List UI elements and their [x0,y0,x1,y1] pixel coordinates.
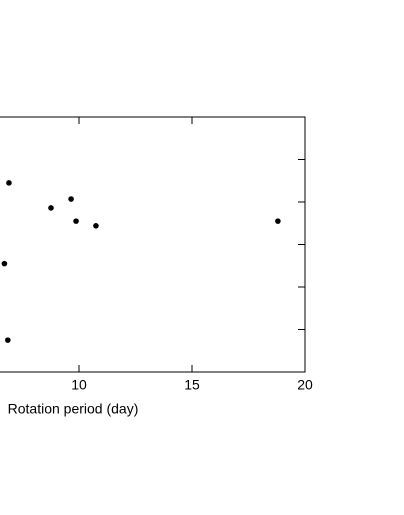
x-tick-label: 15 [184,377,200,393]
point [275,218,281,224]
point [5,337,11,343]
x-tick-label: 20 [297,377,313,393]
point [48,205,54,211]
plot-frame [0,116,306,373]
point [6,180,12,186]
point [93,223,99,229]
x-tick-label: 10 [71,377,87,393]
point [68,196,74,202]
x-axis-label: Rotation period (day) [8,401,139,417]
point [1,260,8,267]
point [73,218,79,224]
